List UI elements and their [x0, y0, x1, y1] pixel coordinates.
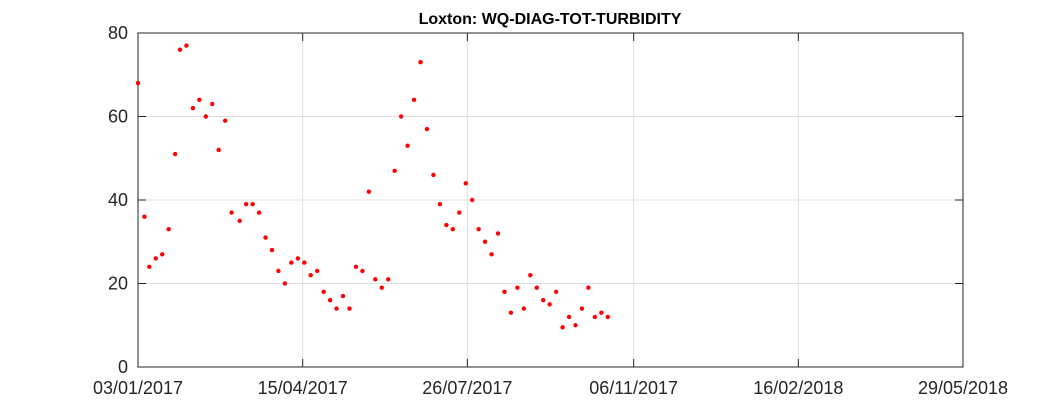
data-point: [321, 289, 326, 295]
data-point: [541, 298, 546, 303]
data-point: [172, 151, 178, 157]
data-point: [229, 210, 234, 215]
data-point: [256, 210, 262, 215]
data-point: [243, 201, 249, 207]
data-point: [302, 260, 307, 265]
chart-title: Loxton: WQ-DIAG-TOT-TURBIDITY: [419, 11, 682, 28]
data-point: [142, 214, 147, 219]
data-point: [586, 285, 591, 290]
data-point: [289, 260, 294, 265]
y-tick-label: 20: [108, 274, 128, 294]
data-point: [334, 306, 339, 311]
data-point: [392, 168, 397, 173]
data-point: [308, 272, 313, 278]
data-point: [190, 105, 196, 111]
data-point: [515, 285, 520, 290]
data-point: [521, 306, 527, 311]
data-point: [418, 60, 423, 65]
data-point: [469, 197, 475, 203]
data-point: [282, 281, 288, 286]
y-tick-label: 0: [118, 357, 128, 377]
data-point: [379, 285, 384, 290]
data-point: [560, 325, 565, 330]
data-point: [373, 277, 378, 282]
data-point: [237, 218, 242, 224]
data-point: [263, 235, 268, 240]
data-point: [216, 147, 221, 153]
data-point: [327, 298, 333, 303]
data-point: [405, 143, 410, 148]
data-point: [599, 310, 604, 315]
y-tick-label: 40: [108, 190, 128, 210]
data-point: [495, 231, 501, 236]
plot-area: 03/01/2017 15/04/2017 26/07/2017 06/11/2017…: [93, 23, 1008, 398]
data-point: [269, 247, 275, 253]
x-tick-label: 03/01/2017: [93, 378, 183, 398]
x-tick-label: 16/02/2018: [753, 378, 843, 398]
data-point: [276, 268, 281, 274]
data-point: [197, 97, 202, 103]
data-point: [353, 264, 359, 269]
x-tick-label: 15/04/2017: [258, 378, 348, 398]
data-point: [210, 101, 215, 107]
data-point: [411, 97, 417, 103]
data-point: [366, 189, 372, 194]
data-point: [222, 118, 228, 123]
data-point: [147, 264, 152, 269]
data-point: [250, 201, 255, 207]
data-point: [398, 114, 404, 119]
data-point: [360, 268, 365, 274]
data-point: [450, 227, 456, 232]
data-point: [566, 314, 572, 320]
data-point: [340, 293, 346, 299]
data-point: [431, 172, 436, 178]
data-point: [508, 310, 514, 315]
data-point: [347, 306, 352, 311]
data-point: [553, 289, 559, 295]
data-point: [386, 277, 391, 282]
data-point: [489, 252, 494, 257]
x-tick-label: 26/07/2017: [422, 378, 512, 398]
data-point: [166, 227, 171, 232]
data-point: [184, 43, 189, 48]
y-tick-label: 80: [108, 23, 128, 43]
data-point: [579, 306, 585, 311]
data-point: [437, 201, 443, 207]
data-point: [444, 222, 449, 228]
data-point: [573, 323, 578, 328]
y-tick-label: 60: [108, 107, 128, 127]
data-point: [457, 210, 462, 215]
data-point: [605, 314, 611, 320]
data-point: [295, 256, 301, 261]
x-tick-label: 29/05/2018: [918, 378, 1008, 398]
data-point: [547, 302, 552, 307]
data-point: [476, 227, 481, 232]
data-point: [135, 80, 141, 86]
data-point: [160, 252, 165, 257]
data-point: [502, 289, 507, 295]
data-point: [528, 272, 533, 278]
data-point: [153, 256, 158, 261]
data-point: [315, 268, 320, 274]
data-point: [463, 181, 468, 186]
data-point: [482, 239, 488, 244]
data-point: [534, 285, 539, 290]
data-point: [177, 47, 183, 52]
data-point: [424, 126, 430, 132]
x-tick-label: 06/11/2017: [589, 378, 678, 398]
data-point: [592, 314, 598, 320]
data-point: [203, 114, 209, 119]
